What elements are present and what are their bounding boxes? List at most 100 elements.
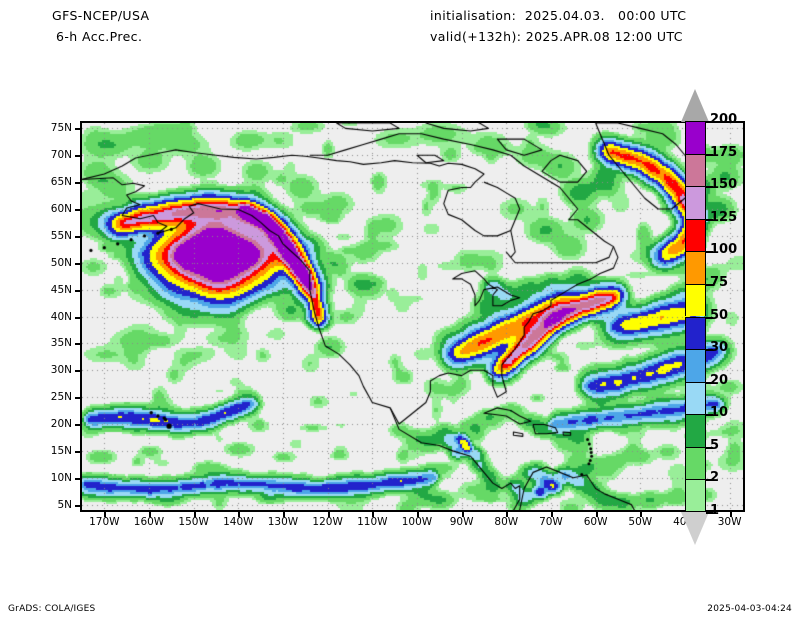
footer-timestamp: 2025-04-03-04:24 xyxy=(707,604,792,614)
lon-tick-label: 160W xyxy=(133,516,165,528)
initialisation-time: initialisation: 2025.04.03. 00:00 UTC xyxy=(430,8,687,23)
map-gridlines-and-coastlines xyxy=(82,123,743,510)
lon-tick xyxy=(104,512,107,517)
lon-tick-label: 70W xyxy=(539,516,563,528)
colorbar-tick-label: 200 xyxy=(710,112,738,127)
lon-tick-label: 50W xyxy=(628,516,653,528)
lon-tick-label: 130W xyxy=(267,516,299,528)
colorbar-band xyxy=(685,251,706,284)
lat-tick-label: 50N xyxy=(50,256,72,269)
valid-time: valid(+132h): 2025.APR.08 12:00 UTC xyxy=(430,29,683,44)
lon-tick xyxy=(193,512,196,517)
colorbar-band xyxy=(685,381,706,415)
lon-tick-label: 30W xyxy=(717,516,742,528)
lat-tick-label: 5N xyxy=(57,498,72,511)
lon-tick xyxy=(550,512,553,517)
lat-tick-label: 65N xyxy=(50,176,72,189)
colorbar-tick xyxy=(706,414,713,417)
colorbar-tick xyxy=(706,251,713,254)
colorbar-tick xyxy=(706,186,713,189)
lat-tick xyxy=(75,316,80,319)
colorbar-band xyxy=(685,414,706,447)
lat-tick xyxy=(75,504,80,507)
colorbar-tick xyxy=(706,446,713,449)
lon-tick xyxy=(506,512,509,517)
colorbar-tick xyxy=(706,283,713,286)
lat-tick xyxy=(75,128,80,131)
colorbar-tick xyxy=(706,349,713,352)
lat-tick xyxy=(75,477,80,480)
colorbar xyxy=(685,121,706,512)
lon-tick xyxy=(729,512,732,517)
lon-tick xyxy=(372,512,375,517)
lat-tick xyxy=(75,209,80,211)
colorbar-tick xyxy=(706,121,713,123)
lat-tick xyxy=(75,182,80,185)
colorbar-band xyxy=(685,283,706,317)
lat-tick-label: 70N xyxy=(50,149,72,162)
colorbar-tick-label: 30 xyxy=(710,340,729,356)
colorbar-tick-label: 75 xyxy=(710,274,729,290)
lat-tick xyxy=(75,424,80,426)
lat-tick-label: 15N xyxy=(50,444,72,457)
footer-credit: GrADS: COLA/IGES xyxy=(8,604,96,614)
lon-tick-label: 140W xyxy=(223,516,254,528)
colorbar-band xyxy=(685,121,706,154)
lon-tick xyxy=(461,512,464,517)
colorbar-tick-label: 10 xyxy=(710,405,729,421)
lat-tick-label: 45N xyxy=(50,283,72,296)
colorbar-tick-label: 5 xyxy=(710,437,720,453)
lon-tick xyxy=(327,512,330,517)
lon-tick-label: 110W xyxy=(357,516,388,528)
lat-tick-label: 35N xyxy=(50,337,72,350)
lat-tick xyxy=(75,370,80,373)
lat-tick xyxy=(75,262,80,265)
colorbar-arrow-up-icon xyxy=(681,89,709,122)
precipitation-map xyxy=(80,121,745,512)
colorbar-tick-label: 2 xyxy=(710,470,720,486)
lat-tick-label: 20N xyxy=(50,418,72,430)
colorbar-tick xyxy=(706,381,713,384)
lat-tick xyxy=(75,343,80,346)
colorbar-tick-label: 125 xyxy=(710,209,738,225)
colorbar-tick-label: 20 xyxy=(710,372,729,388)
lat-tick-label: 55N xyxy=(50,229,72,242)
lat-tick-label: 60N xyxy=(50,203,72,215)
lon-tick xyxy=(238,512,241,517)
colorbar-tick-label: 100 xyxy=(710,242,738,258)
lat-tick xyxy=(75,289,80,292)
lat-tick-label: 10N xyxy=(50,471,72,484)
variable-title: 6-h Acc.Prec. xyxy=(56,29,143,44)
colorbar-tick-label: 1 xyxy=(710,503,720,518)
colorbar-band xyxy=(685,446,706,480)
colorbar-band xyxy=(685,349,706,382)
lon-tick xyxy=(416,512,419,517)
lon-tick xyxy=(640,512,643,517)
lon-tick xyxy=(282,512,285,517)
colorbar-tick xyxy=(706,218,713,221)
colorbar-tick xyxy=(706,153,713,156)
lon-tick-label: 170W xyxy=(89,516,120,528)
lat-tick-label: 30N xyxy=(50,364,72,377)
lat-tick-label: 40N xyxy=(50,310,72,323)
lat-tick xyxy=(75,155,80,158)
colorbar-band xyxy=(685,479,706,512)
lat-tick xyxy=(75,450,80,453)
lat-tick xyxy=(75,397,80,400)
colorbar-band xyxy=(685,316,706,350)
colorbar-band xyxy=(685,186,706,219)
lon-tick-label: 120W xyxy=(312,516,343,528)
colorbar-tick-label: 50 xyxy=(710,307,729,323)
colorbar-tick xyxy=(706,512,713,514)
lon-tick xyxy=(148,512,151,517)
lon-tick xyxy=(595,512,598,517)
lon-tick-label: 80W xyxy=(494,516,519,528)
lon-tick-label: 150W xyxy=(178,516,209,528)
lat-tick-label: 25N xyxy=(50,391,72,404)
colorbar-band xyxy=(685,218,706,252)
colorbar-arrow-down-icon xyxy=(681,512,709,545)
colorbar-tick-label: 150 xyxy=(710,177,738,193)
lon-tick-label: 100W xyxy=(401,516,433,528)
lat-tick-label: 75N xyxy=(50,122,72,135)
colorbar-band xyxy=(685,153,706,187)
